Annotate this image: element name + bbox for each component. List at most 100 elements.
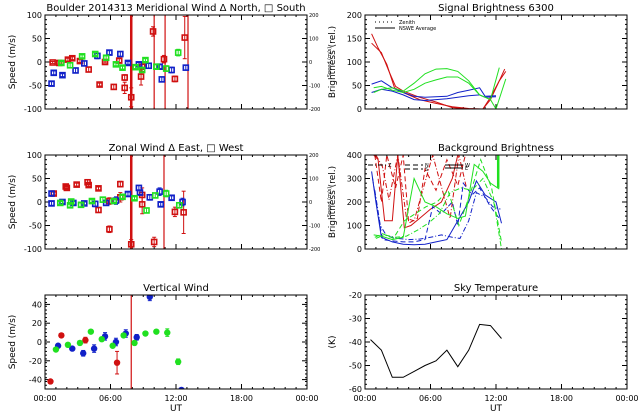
x-tick-label: 18:00 <box>230 394 253 403</box>
x-tick-label: 00:00 <box>615 394 638 403</box>
data-point-green <box>162 190 170 197</box>
series-line-green-1 <box>373 163 500 241</box>
data-point-blue <box>156 188 163 195</box>
data-point-green <box>56 199 64 207</box>
y-tick-label: 200 <box>347 11 362 20</box>
y-tick-label-right: 100 <box>309 177 319 183</box>
series-line-blue-3 <box>374 190 501 241</box>
plot-area <box>370 323 502 378</box>
data-point-blue <box>80 350 87 357</box>
data-point-red <box>150 238 158 246</box>
data-point-green <box>66 61 74 69</box>
data-point-green <box>131 194 138 202</box>
data-point-green <box>78 53 86 60</box>
y-tick-label-right: -200 <box>309 247 320 253</box>
legend-label: N <box>425 163 429 169</box>
plot-frame <box>364 294 628 390</box>
y-tick-label: 40 <box>32 300 42 309</box>
y-tick-label: -20 <box>349 291 362 300</box>
data-point-red <box>73 181 80 188</box>
data-point-green <box>77 201 85 209</box>
data-point-red <box>85 66 92 73</box>
data-point-green <box>142 330 149 337</box>
y-tick-label-right: 100 <box>309 37 319 43</box>
data-point-blue <box>48 190 55 197</box>
data-point-blue <box>124 59 132 67</box>
plot-frame <box>44 294 308 390</box>
data-point-blue <box>50 69 58 77</box>
data-point-green <box>164 329 171 336</box>
data-point-red <box>171 75 179 83</box>
chart-title: Sky Temperature <box>454 283 538 294</box>
y-tick-label: -100 <box>24 105 42 114</box>
legend: Z NS EW <box>368 163 470 173</box>
data-point-red <box>149 28 157 35</box>
panel-zonal: Zonal Wind Δ East, □ West Speed (m/s) -100… <box>8 143 333 254</box>
data-point-blue <box>158 76 166 83</box>
y-axis-label: Brightness (rel.) <box>328 166 338 238</box>
data-point-green <box>119 193 126 201</box>
data-point-red <box>180 209 187 216</box>
data-point-green <box>52 346 60 353</box>
chart-title: Vertical Wind <box>143 283 209 294</box>
data-point-green <box>131 339 138 347</box>
y-tick-label: 0 <box>357 245 362 254</box>
y-tick-label: 0 <box>37 338 42 347</box>
y-tick-label: 100 <box>27 11 42 20</box>
plot-area <box>47 295 185 389</box>
x-tick-label: 18:00 <box>550 394 573 403</box>
data-point-green <box>174 49 182 56</box>
data-point-blue <box>178 386 185 389</box>
plot-frame <box>44 154 308 250</box>
data-point-green <box>132 63 139 71</box>
data-point-green <box>120 332 127 339</box>
data-point-red <box>85 181 92 189</box>
data-point-green <box>119 64 126 71</box>
y-tick-label: -50 <box>349 362 362 371</box>
x-tick-label: 00:00 <box>353 394 376 403</box>
series-line-blue-2 <box>372 178 500 243</box>
data-point-red <box>171 208 179 216</box>
panel-skytemp: Sky Temperature (K) UT -60 -50 -40 -30 -20 00:00… <box>328 283 639 414</box>
y-tick-label: 200 <box>347 198 362 207</box>
plot-area <box>371 155 502 249</box>
y-axis-label-right: Speed (m/s) <box>327 187 333 217</box>
series-line-green-2 <box>374 158 502 242</box>
data-point-red <box>96 81 103 88</box>
legend-label: NSWE Average <box>399 26 436 32</box>
y-axis-label: Brightness (rel.) <box>328 26 338 98</box>
y-tick-label: -50 <box>29 82 42 91</box>
data-point-blue <box>146 295 153 301</box>
y-tick-label-right: 0 <box>309 60 312 66</box>
data-point-green <box>58 59 65 67</box>
data-point-green <box>110 197 118 205</box>
data-point-red <box>127 93 135 101</box>
data-point-blue <box>90 345 98 352</box>
data-point-red <box>181 34 189 41</box>
y-tick-label: 20 <box>32 319 42 328</box>
series-line-red-1 <box>371 33 506 109</box>
chart-title: Zonal Wind Δ East, □ West <box>109 143 244 154</box>
data-point-red <box>121 84 128 92</box>
y-tick-label: 100 <box>347 222 362 231</box>
data-point-red <box>58 332 65 339</box>
x-tick-label: 06:00 <box>419 394 442 403</box>
data-point-red <box>47 378 54 385</box>
x-tick-label: 06:00 <box>99 394 122 403</box>
data-point-blue <box>81 60 88 67</box>
data-point-green <box>143 207 150 214</box>
data-point-red <box>95 185 102 192</box>
data-point-blue <box>59 71 66 79</box>
y-tick-label: 50 <box>32 175 42 184</box>
legend-label: Zenith <box>399 20 415 26</box>
data-point-red <box>49 59 56 66</box>
y-axis-label-right: Speed (m/s) <box>327 47 333 77</box>
y-tick-label-right: 200 <box>309 13 319 19</box>
data-point-red <box>82 336 89 344</box>
x-tick-label: 00:00 <box>33 394 56 403</box>
chart-title: Boulder 2014313 Meridional Wind Δ North,… <box>46 3 305 14</box>
data-point-green <box>102 54 110 62</box>
x-tick-label: 12:00 <box>164 394 187 403</box>
y-tick-label: -20 <box>29 357 42 366</box>
